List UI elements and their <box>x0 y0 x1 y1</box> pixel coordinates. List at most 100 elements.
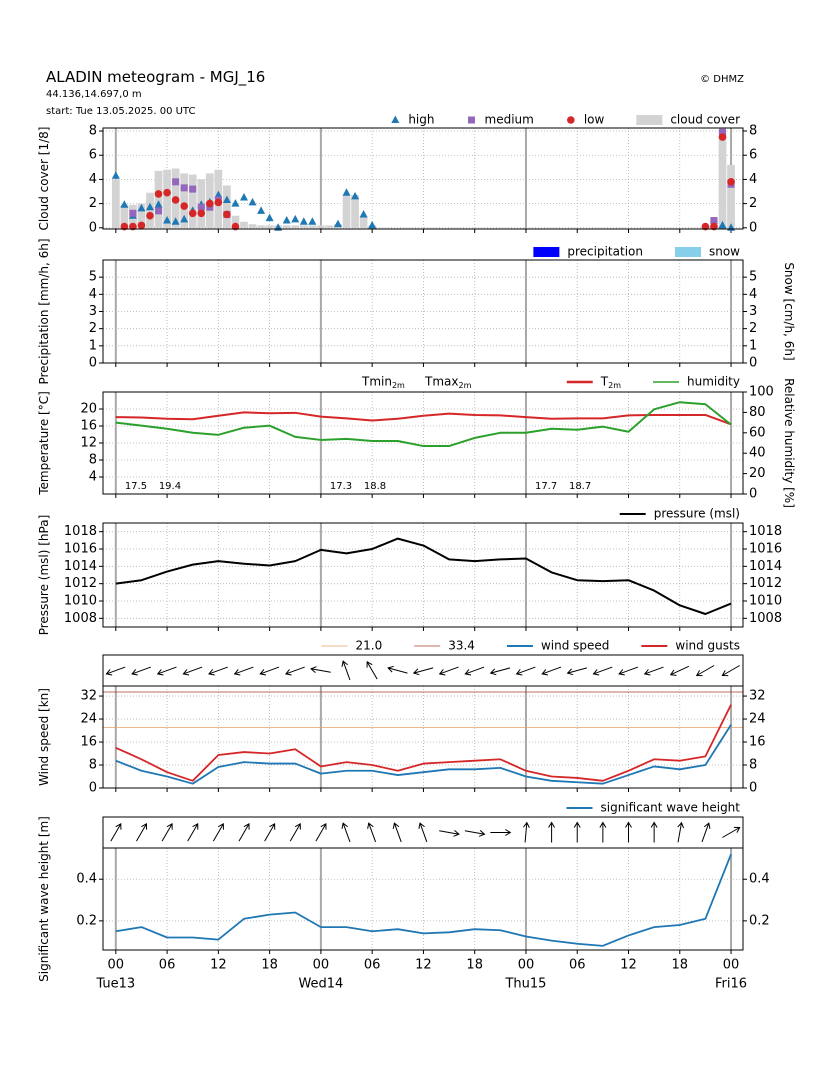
panel-frame <box>102 847 744 951</box>
legend-label: pressure (msl) <box>654 507 740 521</box>
y-tick-label: 4 <box>89 470 97 485</box>
y-tick-label: 1012 <box>64 576 97 591</box>
y2-tick-label: 1018 <box>749 524 782 539</box>
series-line <box>115 411 732 426</box>
day-label: Fri16 <box>715 977 747 992</box>
y2-tick-label: 20 <box>749 466 766 481</box>
y-tick-label: 5 <box>89 270 97 285</box>
legend-key <box>468 116 475 124</box>
y2-axis-label: Snow [cm/h, 6h] <box>782 262 796 360</box>
cloud-marker <box>137 203 146 212</box>
cloud-bar <box>282 225 291 228</box>
y2-axis-label: Relative humidity [%] <box>782 378 796 508</box>
direction-arrow <box>387 665 408 674</box>
y2-tick-label: 24 <box>749 712 766 727</box>
y2-tick-label: 0.2 <box>749 913 770 928</box>
cloud-bar <box>291 225 300 228</box>
y-tick-label: 0.4 <box>76 872 97 887</box>
y-tick-label: 24 <box>80 712 97 727</box>
direction-arrow <box>212 822 224 842</box>
y2-tick-label: 1016 <box>749 542 782 557</box>
y-tick-label: 16 <box>80 419 97 434</box>
cloud-marker <box>351 191 360 200</box>
cloud-bar <box>257 225 265 228</box>
direction-arrow <box>366 660 378 680</box>
y-tick-label: 3 <box>89 304 97 319</box>
cloud-bar <box>154 170 163 228</box>
cloud-bar <box>718 131 727 228</box>
y2-tick-label: 8 <box>749 758 757 773</box>
cloud-bar <box>137 203 146 228</box>
y-axis-label: Cloud cover [1/8] <box>37 127 51 231</box>
y-tick-label: 0 <box>89 356 97 371</box>
x-tick-label: 12 <box>415 958 432 973</box>
cloud-marker <box>718 128 726 136</box>
y-tick-label: 6 <box>89 148 97 163</box>
cloud-marker <box>197 203 205 211</box>
x-tick-label: 18 <box>261 958 278 973</box>
direction-arrow <box>264 822 276 842</box>
direction-arrow <box>136 822 148 842</box>
y2-tick-label: 2 <box>749 196 757 211</box>
direction-arrow <box>438 666 459 676</box>
direction-arrow <box>259 666 280 676</box>
cloud-marker <box>257 206 266 214</box>
direction-arrow <box>548 821 556 843</box>
y2-tick-label: 6 <box>749 148 757 163</box>
legend-label: high <box>408 113 434 127</box>
y2-tick-label: 60 <box>749 425 766 440</box>
cloud-marker <box>129 209 137 217</box>
direction-arrow <box>182 666 203 676</box>
cloud-marker <box>299 217 308 225</box>
cloud-marker <box>265 213 274 222</box>
daily-tmin: 17.3 <box>330 481 352 492</box>
cloud-marker <box>718 133 727 141</box>
cloud-bar <box>727 164 735 228</box>
cloud-bar <box>146 192 154 228</box>
cloud-marker <box>129 222 137 231</box>
day-label: Wed14 <box>298 977 343 992</box>
direction-arrow <box>573 821 581 843</box>
cloud-marker <box>701 222 710 231</box>
y2-tick-label: 4 <box>749 172 757 187</box>
legend-label: 21.0 <box>356 639 383 653</box>
y-axis-label: Significant wave height [m] <box>37 816 51 982</box>
cloud-marker <box>710 222 718 231</box>
y-tick-label: 0 <box>89 781 97 796</box>
series-line <box>115 401 732 448</box>
cloud-marker <box>180 214 189 223</box>
y-tick-label: 1 <box>89 338 97 353</box>
y2-tick-label: 0 <box>749 220 757 235</box>
cloud-marker <box>180 202 188 210</box>
y2-tick-label: 40 <box>749 446 766 461</box>
copyright: © DHMZ <box>700 74 744 85</box>
cloud-marker <box>333 219 342 228</box>
direction-arrow <box>289 822 301 842</box>
day-label: Thu15 <box>504 977 546 992</box>
cloud-marker <box>180 184 188 192</box>
y-tick-label: 4 <box>89 172 97 187</box>
x-tick-label: 12 <box>210 958 227 973</box>
cloud-bar <box>325 225 334 228</box>
daily-tmin: 17.5 <box>125 481 147 492</box>
legend-key <box>636 115 663 125</box>
cloud-bar <box>248 224 257 228</box>
direction-arrow <box>721 665 740 677</box>
legend-key <box>567 116 575 124</box>
cloud-marker <box>120 200 129 208</box>
y2-tick-label: 1012 <box>749 576 782 591</box>
cloud-marker <box>188 209 197 218</box>
cloud-marker <box>189 185 197 193</box>
direction-arrow <box>541 666 562 676</box>
y2-tick-label: 100 <box>749 385 774 400</box>
y-tick-label: 8 <box>89 453 97 468</box>
cloud-marker <box>368 220 377 229</box>
cloud-marker <box>214 198 223 207</box>
y-tick-label: 1018 <box>64 524 97 539</box>
cloud-marker <box>231 222 240 231</box>
direction-arrow <box>669 665 690 676</box>
panel-frame <box>102 685 744 789</box>
cloud-marker <box>206 199 214 208</box>
cloud-marker <box>239 193 248 201</box>
cloud-marker <box>710 217 718 225</box>
